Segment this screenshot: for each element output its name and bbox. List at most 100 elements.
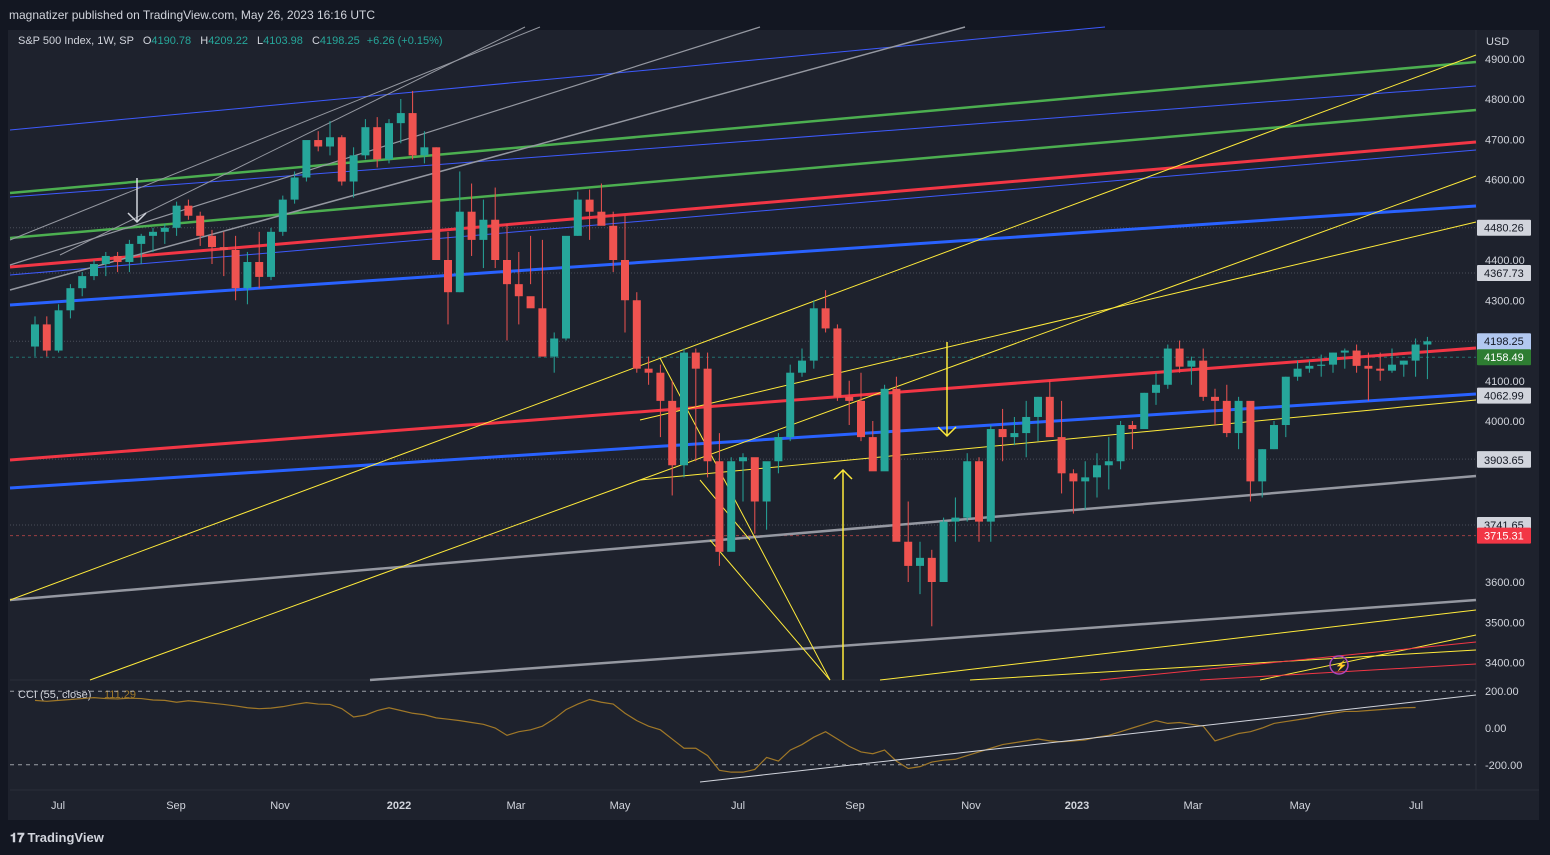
- trend-line: [9, 392, 1477, 490]
- candle-body: [1140, 392, 1149, 430]
- time-axis[interactable]: Jul Sep Nov 2022 Mar May Jul Sep Nov 2023 Mar May Ju…: [51, 800, 1423, 812]
- candle-body: [290, 177, 299, 200]
- candle-body: [644, 368, 653, 373]
- candle-body: [31, 324, 39, 347]
- candle-body: [668, 400, 677, 466]
- candle-body: [1246, 400, 1255, 482]
- candle-body: [278, 199, 287, 232]
- candle-body: [1069, 473, 1078, 482]
- candle-body: [54, 310, 63, 351]
- candle-body: [1081, 477, 1090, 482]
- candle-body: [762, 461, 771, 502]
- candles-layer: [31, 90, 1432, 627]
- grid-layer: [10, 30, 1539, 791]
- candle-body: [868, 437, 877, 472]
- candle-body: [833, 328, 842, 397]
- price-tick-label: 4800.00: [1485, 94, 1525, 106]
- lightning-icon: [1329, 655, 1349, 675]
- candle-body: [845, 396, 854, 401]
- open-label: O: [142, 35, 152, 47]
- candle-body: [609, 225, 618, 260]
- change-value: +6.26 (+0.15%): [366, 35, 443, 47]
- candle-body: [632, 300, 641, 369]
- time-tick-label: Jul: [1409, 800, 1423, 812]
- open-value: 4190.78: [151, 35, 192, 47]
- candle-body: [1411, 344, 1420, 361]
- candle-body: [691, 352, 700, 369]
- cci-title: CCI (55, close): [18, 689, 91, 701]
- candle-body: [526, 296, 535, 309]
- price-label-box: [1477, 387, 1531, 404]
- candle-body: [975, 461, 983, 522]
- time-tick-label: Sep: [166, 800, 186, 812]
- candle-body: [1305, 365, 1314, 369]
- time-tick-label: Mar: [1184, 800, 1203, 812]
- candle-body: [219, 247, 228, 250]
- time-tick-label: May: [1290, 800, 1311, 812]
- candle-body: [1163, 348, 1172, 385]
- candle-body: [1057, 437, 1066, 474]
- price-tick-label: 4000.00: [1485, 416, 1525, 428]
- publisher-bar: magnatizer published on TradingView.com,…: [0, 0, 1550, 30]
- candle-body: [455, 211, 464, 293]
- cci-tick-label: 200.00: [1485, 686, 1519, 698]
- candle-body: [1234, 400, 1243, 434]
- candle-body: [196, 215, 205, 236]
- tradingview-logo[interactable]: 𝟏𝟕 TradingView: [10, 830, 104, 846]
- candle-body: [1423, 341, 1432, 345]
- trend-line: [9, 54, 1477, 601]
- candle-body: [1045, 396, 1054, 438]
- trend-line: [1099, 641, 1477, 681]
- candle-body: [101, 255, 110, 265]
- trend-line: [59, 26, 526, 256]
- candle-body: [373, 127, 382, 160]
- price-tick-label: 4700.00: [1485, 134, 1525, 146]
- candle-body: [951, 517, 960, 522]
- candle-body: [160, 227, 169, 232]
- candle-body: [1022, 416, 1031, 434]
- price-tick-label: 3500.00: [1485, 617, 1525, 629]
- trend-line: [699, 479, 751, 541]
- candle-body: [1152, 384, 1160, 393]
- price-axis[interactable]: USD 3400.00 3500.00 3600.00 4000.00 4100.00 4…: [1477, 36, 1531, 772]
- trend-line: [9, 149, 1477, 276]
- chart-svg[interactable]: ⚡ CCI (55, close) 111.29 USD 3400.00 3500…: [0, 0, 1550, 820]
- candle-body: [396, 113, 405, 124]
- candle-body: [1187, 360, 1196, 367]
- price-label-text: 4480.26: [1484, 223, 1524, 235]
- price-label-text: 4062.99: [1484, 391, 1524, 403]
- time-tick-label: Nov: [270, 800, 290, 812]
- candle-body: [986, 429, 995, 522]
- trend-line: [9, 108, 1477, 240]
- candle-body: [916, 557, 924, 566]
- candle-body: [385, 123, 393, 160]
- time-tick-label: May: [610, 800, 631, 812]
- time-tick-label: Jul: [51, 800, 65, 812]
- trend-lines-layer: [9, 26, 1477, 682]
- price-tick-label: 4400.00: [1485, 255, 1525, 267]
- trend-line: [879, 609, 1477, 681]
- candle-body: [904, 541, 913, 566]
- candle-body: [432, 147, 441, 260]
- candle-body: [149, 231, 157, 236]
- candle-body: [703, 368, 712, 462]
- high-value: 4209.22: [208, 35, 248, 47]
- candle-body: [1199, 360, 1208, 397]
- candle-body: [1116, 425, 1125, 462]
- price-label-box: [1477, 333, 1531, 350]
- candle-body: [727, 461, 736, 552]
- candle-body: [326, 137, 334, 147]
- cci-tick-label: -200.00: [1485, 760, 1522, 772]
- candle-body: [1293, 368, 1302, 377]
- candle-body: [538, 308, 547, 357]
- candle-body: [1093, 465, 1101, 478]
- price-label-box: [1477, 451, 1531, 468]
- price-label-box: [1477, 264, 1531, 281]
- candle-body: [774, 437, 783, 462]
- trend-line: [709, 539, 831, 681]
- trend-line: [1199, 663, 1477, 681]
- candle-body: [857, 400, 865, 438]
- price-tick-label: 3400.00: [1485, 658, 1525, 670]
- currency-label: USD: [1486, 36, 1509, 48]
- candle-body: [809, 308, 818, 361]
